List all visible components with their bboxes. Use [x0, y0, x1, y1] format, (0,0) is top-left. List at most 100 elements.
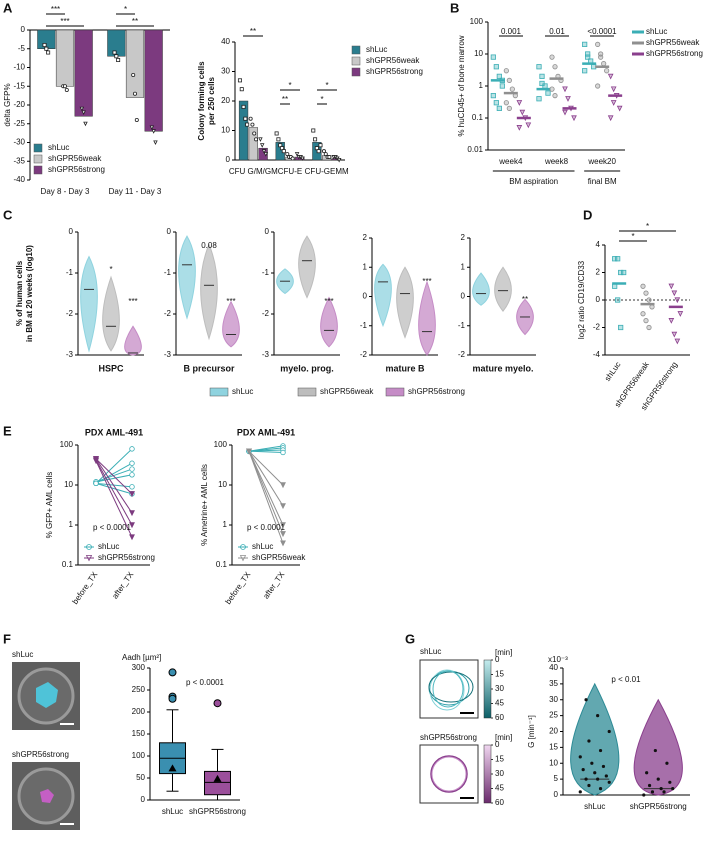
data-point [506, 77, 512, 83]
data-point [129, 460, 135, 466]
outlier [168, 668, 177, 677]
annotation: p < 0.01 [611, 675, 641, 684]
legend-label: shLuc [98, 542, 119, 551]
data-point [659, 787, 663, 791]
y-axis-label: in BM at 20 weeks (log10) [25, 245, 34, 342]
panel-label: A [3, 0, 13, 15]
annotation: * [325, 81, 328, 90]
y-tick-label: 0.01 [467, 145, 483, 154]
annotation: *** [60, 17, 69, 26]
annotation: 0.08 [201, 241, 217, 250]
data-point [316, 149, 321, 154]
y-tick-label: 100 [60, 440, 74, 449]
data-point [46, 50, 51, 55]
data-point [129, 472, 135, 478]
x-tick-label: after_TX [110, 570, 135, 601]
legend-swatch [351, 45, 361, 55]
x-tick-label: week20 [587, 157, 616, 166]
y-tick-label: 100 [214, 440, 228, 449]
y-tick-label: 35 [549, 679, 558, 688]
data-point [311, 128, 316, 133]
data-point [581, 768, 585, 772]
data-point [44, 46, 49, 51]
data-point [646, 297, 652, 303]
colorbar-tick-label: 0 [495, 740, 500, 749]
y-tick-label: 100 [470, 17, 484, 26]
data-point [621, 269, 627, 276]
data-point [64, 88, 69, 93]
y-tick-label: -2 [360, 350, 368, 359]
x-tick-label: before_TX [224, 570, 253, 606]
annotation: * [288, 81, 291, 90]
annotation: p < 0.0001 [93, 523, 132, 532]
annotation: ** [282, 95, 288, 104]
data-point [321, 149, 326, 154]
x-tick-label: shGPR56strong [189, 807, 246, 816]
data-point [674, 297, 681, 304]
mean-marker [213, 774, 222, 782]
data-point [552, 93, 558, 99]
data-point [153, 140, 158, 145]
paired-line [95, 459, 133, 526]
data-point [598, 748, 603, 753]
paired-line [95, 458, 133, 495]
violin [124, 325, 142, 356]
y-tick-label: 30 [221, 67, 230, 76]
annotation: * [320, 95, 323, 104]
violin [102, 275, 120, 352]
x-tick-label: CFU-GEMM [305, 167, 349, 176]
data-point [585, 54, 591, 60]
data-point [129, 446, 135, 452]
data-point [240, 544, 246, 550]
y-tick-label: 1 [363, 262, 368, 271]
y-tick-label: -3 [164, 350, 172, 359]
data-point [496, 105, 502, 111]
x-tick-label: CFU-E [278, 167, 302, 176]
outlier [168, 694, 177, 703]
data-point [280, 503, 286, 510]
paired-line [95, 460, 133, 538]
y-tick-label: 0 [141, 795, 146, 804]
panel-label: C [3, 207, 13, 222]
data-point [616, 105, 623, 112]
data-point [584, 777, 588, 781]
paired-line [248, 451, 284, 535]
y-axis-label: per 250 cells [207, 76, 216, 125]
panel-label: E [3, 423, 12, 438]
x-tick-label: shGPR56strong [630, 802, 687, 811]
y-axis-label: G [min⁻¹] [527, 715, 536, 748]
y-tick-label: -15 [13, 81, 25, 90]
data-point [640, 283, 646, 289]
data-point [42, 43, 47, 48]
paired-line [248, 450, 284, 486]
paired-line [248, 450, 284, 526]
y-tick-label: 300 [132, 663, 146, 672]
x-tick-label: CFU G/M/GM [229, 167, 278, 176]
axis-multiplier: x10⁻³ [548, 655, 568, 664]
data-point [668, 318, 675, 324]
data-point [571, 115, 577, 122]
data-point [493, 100, 499, 106]
annotation: *** [226, 297, 235, 306]
data-point [677, 311, 684, 317]
legend-label: shGPR56strong [408, 387, 465, 396]
data-point [239, 87, 244, 92]
legend-label: shGPR56weak [252, 553, 306, 562]
data-point [607, 115, 614, 122]
legend-swatch [33, 165, 43, 175]
violin [178, 235, 196, 320]
x-tick-label: shLuc [584, 802, 605, 811]
data-point [671, 787, 675, 791]
bar [258, 147, 268, 161]
data-point [545, 90, 551, 96]
y-tick-label: 5 [554, 774, 559, 783]
image-label: shLuc [420, 647, 441, 656]
data-point [132, 91, 137, 96]
panel-label: G [405, 631, 415, 646]
y-tick-label: 20 [221, 96, 230, 105]
data-point [645, 771, 649, 775]
data-point [539, 80, 545, 87]
annotation: 0.01 [549, 27, 565, 36]
data-point [601, 61, 607, 67]
